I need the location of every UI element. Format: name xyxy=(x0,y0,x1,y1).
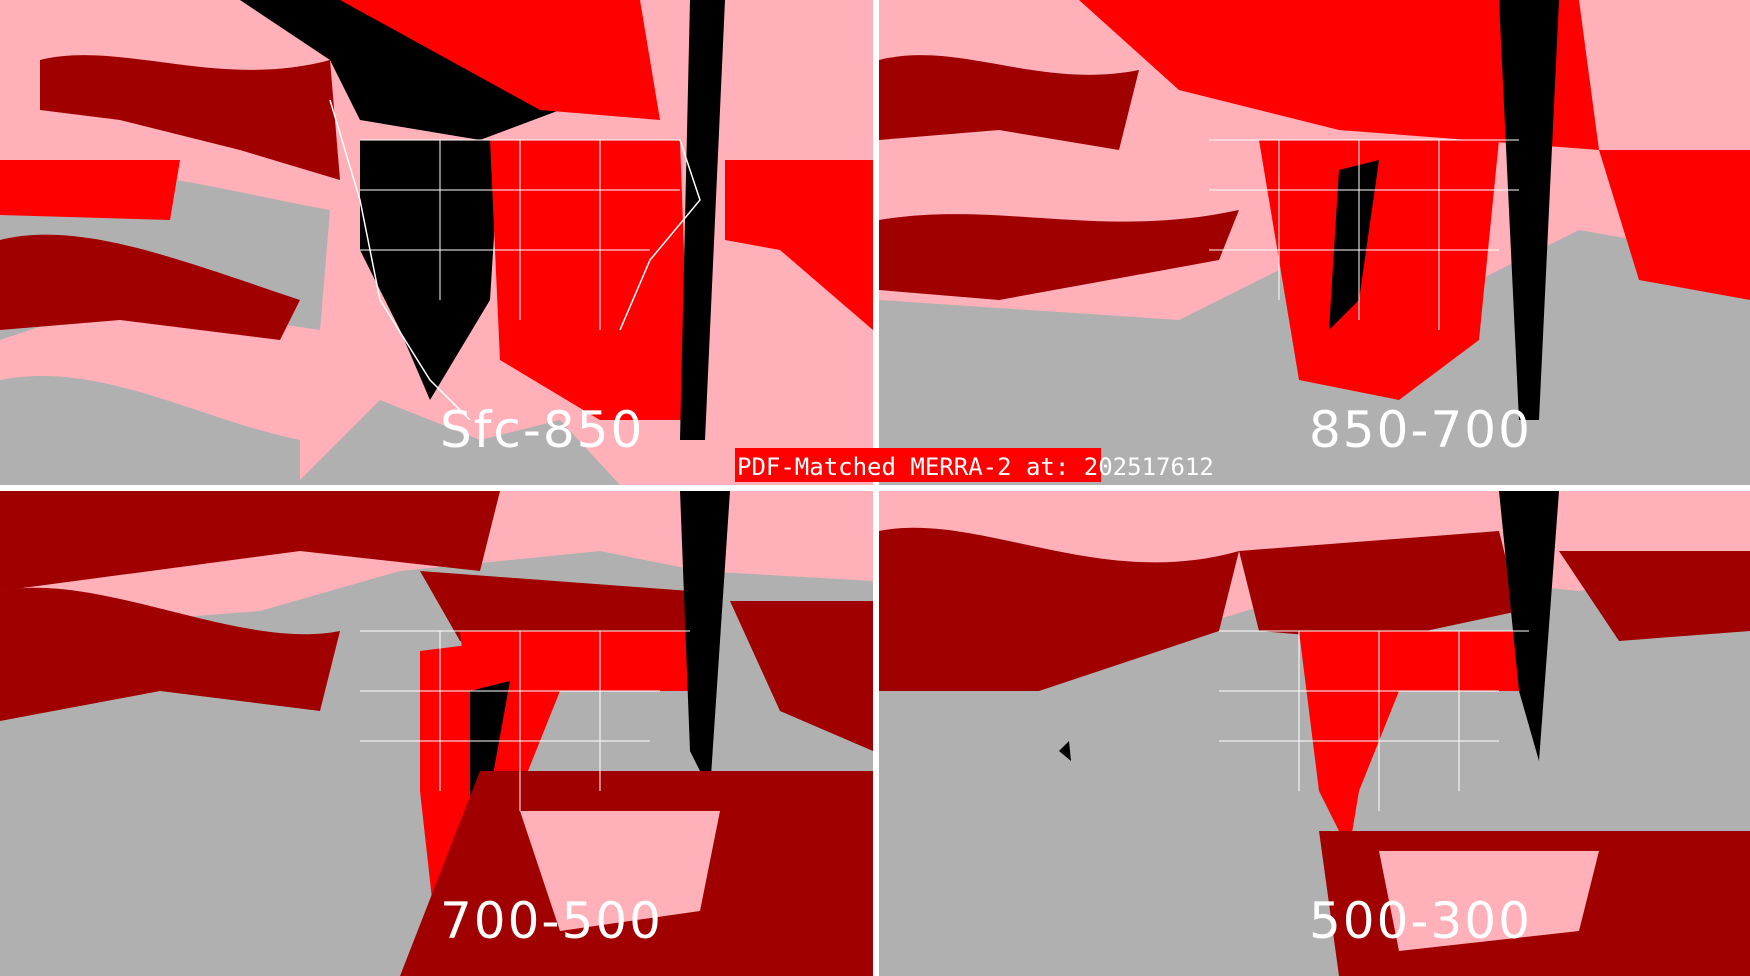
map-500-300 xyxy=(879,491,1750,976)
panel-label-500-300: 500-300 xyxy=(1309,892,1532,950)
map-panel-sfc-850: Sfc-850 xyxy=(0,0,873,485)
black-region xyxy=(360,140,500,400)
map-panel-850-700: 850-700 xyxy=(879,0,1750,485)
figure-title: PDF-Matched MERRA-2 at: 202517612 xyxy=(737,453,1214,481)
map-700-500 xyxy=(0,491,873,976)
map-sfc-850 xyxy=(0,0,873,485)
panel-label-700-500: 700-500 xyxy=(440,892,663,950)
map-panel-700-500: 700-500 xyxy=(0,491,873,976)
panel-label-sfc-850: Sfc-850 xyxy=(440,401,645,459)
title-background xyxy=(735,448,1101,482)
panel-label-850-700: 850-700 xyxy=(1309,401,1532,459)
map-panel-500-300: 500-300 xyxy=(879,491,1750,976)
map-850-700 xyxy=(879,0,1750,485)
